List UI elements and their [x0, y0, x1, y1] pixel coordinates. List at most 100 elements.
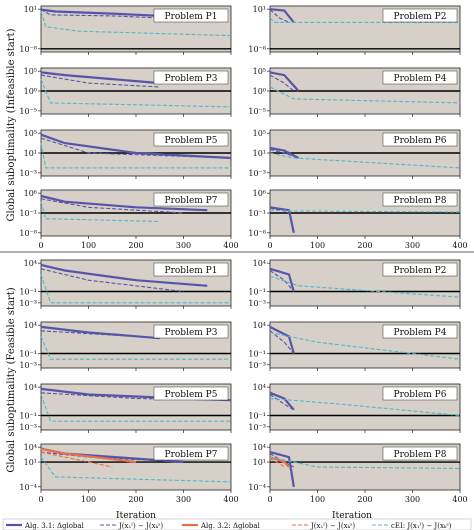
series-line-3 [269, 456, 290, 468]
chart-panel-infeasible-7: 10⁶ 10⁻¹ 10⁻⁸0 100 200 300 400 Problem P7 [19, 189, 238, 250]
x-tick-label: 300 [405, 241, 420, 250]
panel-title-box [153, 70, 229, 85]
chart-panel-feasible-7: 10⁴ 10¹ 10⁻⁴0 100 200 300 400 Problem P7 [19, 443, 238, 504]
y-axis-label-bottom: Global suboptimality (Feasible start) [6, 287, 17, 472]
panel-title-box [153, 262, 229, 277]
series-line-1 [40, 263, 208, 287]
x-tick-label: 400 [452, 241, 467, 250]
series-line-3 [269, 209, 461, 213]
x-tick-label: 0 [38, 241, 43, 250]
y-tick-label: 10⁴ [24, 383, 37, 392]
legend-label-2: J(x₁ˡ) − J(xₖˢ) [118, 522, 163, 530]
y-tick-label: 10⁻⁴ [248, 483, 266, 492]
panel-title: Problem P3 [165, 74, 218, 84]
y-tick-label: 10⁻¹ [248, 349, 266, 358]
legend-label-1: Alg. 3.1: Δglobal [24, 522, 85, 530]
x-tick-label: 200 [357, 495, 372, 504]
panel-title-box [382, 8, 458, 23]
y-tick-label: 10⁻³ [248, 299, 266, 308]
y-tick-label: 10⁴ [253, 383, 266, 392]
series-line-2 [40, 9, 160, 19]
series-line-3 [269, 275, 461, 298]
y-tick-label: 10⁻⁵ [248, 107, 266, 116]
x-tick-label: 400 [452, 495, 467, 504]
y-tick-label: 10¹ [253, 149, 266, 158]
series-line-3 [269, 86, 461, 104]
y-tick-label: 10⁴ [253, 259, 266, 268]
y-tick-label: 10⁻¹ [19, 287, 37, 296]
y-tick-label: 10⁴ [253, 321, 266, 330]
series-line-2 [40, 451, 184, 463]
x-tick-label: 100 [310, 495, 325, 504]
series-line-1 [40, 71, 160, 85]
y-tick-label: 10¹ [24, 458, 37, 467]
panel-title: Problem P4 [394, 328, 447, 338]
x-tick-label: 100 [310, 241, 325, 250]
y-tick-label: 10⁻³ [248, 361, 266, 370]
series-line-1 [269, 8, 295, 24]
y-tick-label: 10⁻¹ [248, 209, 266, 218]
x-tick-label: 200 [357, 241, 372, 250]
chart-panel-feasible-3: 10⁴ 10⁻¹ 10⁻³ Problem P3 [19, 321, 232, 371]
series-line-2 [269, 9, 290, 23]
y-tick-label: 10⁰ [253, 87, 266, 96]
panel-title: Problem P5 [165, 136, 218, 146]
panel-title: Problem P6 [394, 136, 447, 146]
series-line-5 [269, 456, 461, 470]
series-line-2 [40, 268, 184, 293]
series-line-3 [40, 394, 231, 422]
y-tick-label: 10⁵ [253, 129, 266, 138]
chart-panel-feasible-4: 10⁴ 10⁻¹ 10⁻³ Problem P4 [248, 321, 461, 371]
y-tick-label: 10⁴ [253, 443, 266, 452]
chart-panel-feasible-1: 10⁴ 10⁻¹ 10⁻³ Problem P1 [19, 259, 232, 309]
panel-title: Problem P7 [165, 450, 218, 460]
panel-title-box [153, 132, 229, 147]
y-tick-label: 10⁻³ [19, 423, 37, 432]
series-line-1 [269, 71, 300, 92]
x-tick-label: 0 [38, 495, 43, 504]
panel-title-box [382, 386, 458, 401]
series-line-2 [269, 330, 295, 354]
x-tick-label: 200 [128, 241, 143, 250]
y-tick-label: 10⁴ [24, 259, 37, 268]
y-tick-label: 10⁻¹ [19, 411, 37, 420]
series-line-3 [269, 152, 461, 169]
panel-title: Problem P3 [165, 328, 218, 338]
panel-title: Problem P8 [394, 450, 447, 460]
panel-title: Problem P2 [394, 266, 447, 276]
panel-title: Problem P1 [165, 266, 218, 276]
series-line-3 [269, 17, 460, 23]
legend: Alg. 3.1: Δglobal J(x₁ˡ) − J(xₖˢ) Alg. 3.2… [2, 518, 472, 530]
legend-label-4: J(x₁ˡ) − J(xₖˢ) [310, 522, 355, 530]
panel-title: Problem P8 [394, 196, 447, 206]
panel-title-box [382, 70, 458, 85]
panel-title-box [382, 192, 458, 207]
y-tick-label: 10⁻⁸ [248, 45, 266, 54]
series-line-2 [269, 270, 295, 292]
y-tick-label: 10⁵ [24, 67, 37, 76]
y-axis-label-top: Global suboptimality (Infeasible start) [6, 28, 17, 221]
y-tick-label: 10⁻⁴ [19, 483, 37, 492]
series-line-3 [40, 447, 137, 464]
y-tick-label: 10⁵ [253, 67, 266, 76]
x-tick-label: 300 [176, 241, 191, 250]
series-line-3 [40, 78, 232, 108]
x-tick-label: 0 [267, 241, 272, 250]
legend-box [2, 518, 472, 530]
series-line-1 [269, 451, 295, 487]
y-tick-label: 10⁻³ [248, 423, 266, 432]
x-tick-label: 300 [405, 495, 420, 504]
y-tick-label: 10⁵ [24, 129, 37, 138]
x-tick-label: 300 [176, 495, 191, 504]
x-tick-label: 100 [81, 241, 96, 250]
panel-title-box [382, 132, 458, 147]
series-line-1 [40, 133, 232, 160]
chart-panel-infeasible-2: 10¹ 10⁻⁸ Problem P2 [248, 5, 461, 55]
x-tick-label: 400 [223, 241, 238, 250]
y-tick-label: 10⁻³ [19, 299, 37, 308]
series-line-3 [40, 142, 231, 169]
y-tick-label: 10⁻⁸ [19, 45, 37, 54]
y-tick-label: 10⁻⁵ [19, 107, 37, 116]
y-tick-label: 10⁶ [253, 189, 266, 198]
